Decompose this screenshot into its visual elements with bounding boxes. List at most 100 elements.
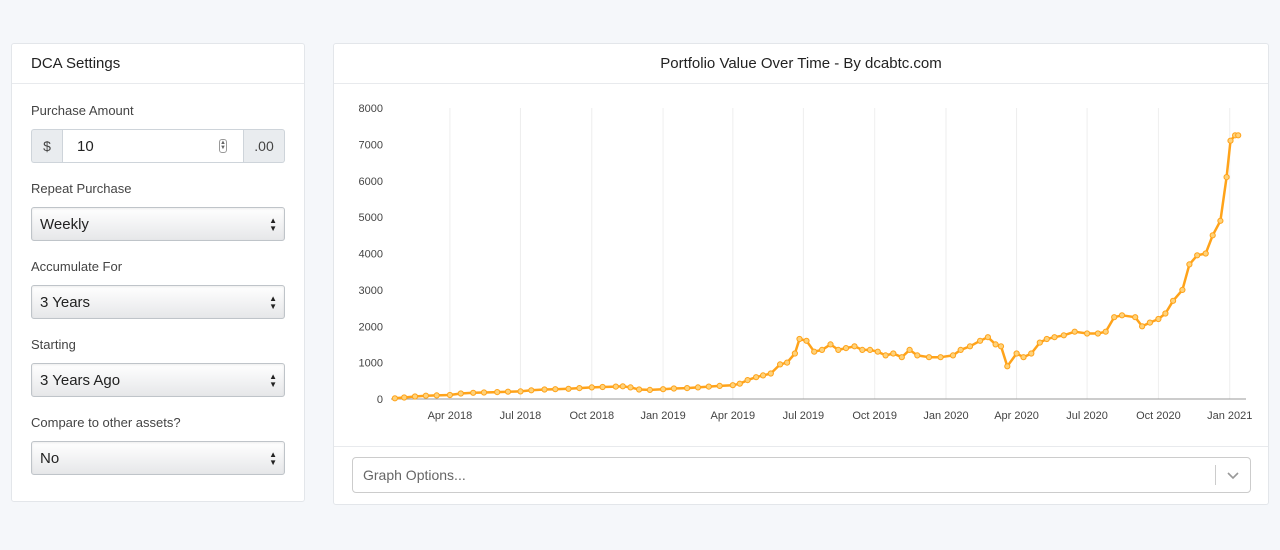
data-point [906,346,913,353]
select-arrows-icon: ▲ ▼ [269,372,277,389]
repeat-purchase-select[interactable]: Weekly ▲ ▼ [31,207,285,241]
currency-prefix: $ [31,129,62,163]
data-point [480,389,488,396]
data-point [401,394,408,401]
data-point [984,334,992,341]
data-point [977,337,984,344]
data-point [1071,328,1078,335]
repeat-purchase-label: Repeat Purchase [31,181,132,196]
data-point [660,386,667,393]
data-point [851,343,858,350]
data-point [517,388,524,395]
settings-title: DCA Settings [12,44,304,84]
data-point [1084,330,1091,337]
compare-select[interactable]: No ▲ ▼ [31,441,285,475]
data-point [1162,310,1169,317]
x-tick-label: Jul 2020 [1066,410,1108,422]
data-point [1202,250,1209,257]
y-tick-label: 6000 [359,176,383,188]
data-point [777,361,784,368]
data-point [1235,132,1242,139]
starting-label: Starting [31,337,76,352]
x-tick-label: Apr 2018 [428,410,473,422]
data-point [670,385,677,392]
x-tick-label: Jan 2021 [1207,410,1252,422]
data-point [760,372,767,379]
data-point [966,343,974,350]
x-tick-label: Jan 2020 [923,410,968,422]
data-point [1004,363,1011,370]
select-arrows-icon: ▲ ▼ [269,294,277,311]
select-arrows-icon: ▲ ▼ [269,216,277,233]
settings-form: Purchase Amount $ 10 ▲ ▼ .00 Repeat Purch… [12,84,304,475]
data-point [744,377,751,384]
data-point [811,348,818,355]
data-point [784,359,791,366]
chevron-down-icon[interactable] [1226,468,1240,482]
data-point [1155,315,1162,323]
data-point [612,383,619,390]
data-point [1028,350,1035,357]
number-spinner-icon[interactable]: ▲ ▼ [219,139,227,153]
x-tick-label: Oct 2019 [852,410,897,422]
chart-footer-divider [334,446,1268,447]
starting-select[interactable]: 3 Years Ago ▲ ▼ [31,363,285,397]
data-point [1060,332,1067,339]
chart-title: Portfolio Value Over Time - By dcabtc.co… [334,44,1268,84]
data-point [576,385,583,392]
data-point [1146,319,1154,326]
data-point [1170,297,1177,304]
purchase-amount-field: Purchase Amount $ 10 ▲ ▼ .00 [31,103,285,163]
data-point [470,389,477,396]
data-point [552,386,559,393]
y-tick-label: 0 [377,394,383,406]
data-point [694,384,702,391]
y-tick-label: 3000 [359,285,383,297]
dropdown-separator [1215,465,1216,485]
y-tick-label: 1000 [359,358,383,370]
data-point [842,345,850,352]
y-tick-label: 8000 [359,103,383,115]
y-tick-label: 2000 [359,321,383,333]
y-tick-label: 5000 [359,212,383,224]
data-point [1043,335,1050,343]
data-point [433,392,440,399]
data-point [835,346,842,353]
x-tick-label: Oct 2020 [1136,410,1181,422]
data-point [636,386,643,393]
data-point [753,374,760,381]
portfolio-value-line [394,134,1239,400]
graph-options-select[interactable]: Graph Options... [352,457,1251,493]
data-point [684,385,691,392]
repeat-purchase-field: Repeat Purchase Weekly ▲ ▼ [31,181,285,241]
data-point [411,393,419,400]
data-point [791,350,798,357]
data-point [1020,354,1027,361]
data-point [1223,174,1230,181]
accumulate-for-field: Accumulate For 3 Years ▲ ▼ [31,259,285,319]
cents-suffix: .00 [244,129,285,163]
data-point [729,382,736,389]
repeat-purchase-value: Weekly [40,215,89,233]
data-point [422,392,430,399]
y-tick-label: 7000 [359,139,383,151]
data-point [736,380,743,387]
purchase-amount-input[interactable]: 10 ▲ ▼ [62,129,244,163]
data-point [457,390,464,397]
data-point [1051,334,1058,341]
data-point [1209,232,1216,239]
accumulate-for-select[interactable]: 3 Years ▲ ▼ [31,285,285,319]
data-point [541,386,548,393]
data-point [1179,286,1186,293]
data-point [1094,330,1102,337]
data-point [898,354,905,361]
x-tick-label: Jan 2019 [640,410,685,422]
starting-field: Starting 3 Years Ago ▲ ▼ [31,337,285,397]
data-point [565,385,572,392]
graph-options-placeholder: Graph Options... [363,467,466,483]
x-tick-label: Apr 2019 [711,410,756,422]
data-point [992,341,999,348]
data-point [446,391,454,399]
data-point [796,335,803,343]
data-point [646,386,653,393]
